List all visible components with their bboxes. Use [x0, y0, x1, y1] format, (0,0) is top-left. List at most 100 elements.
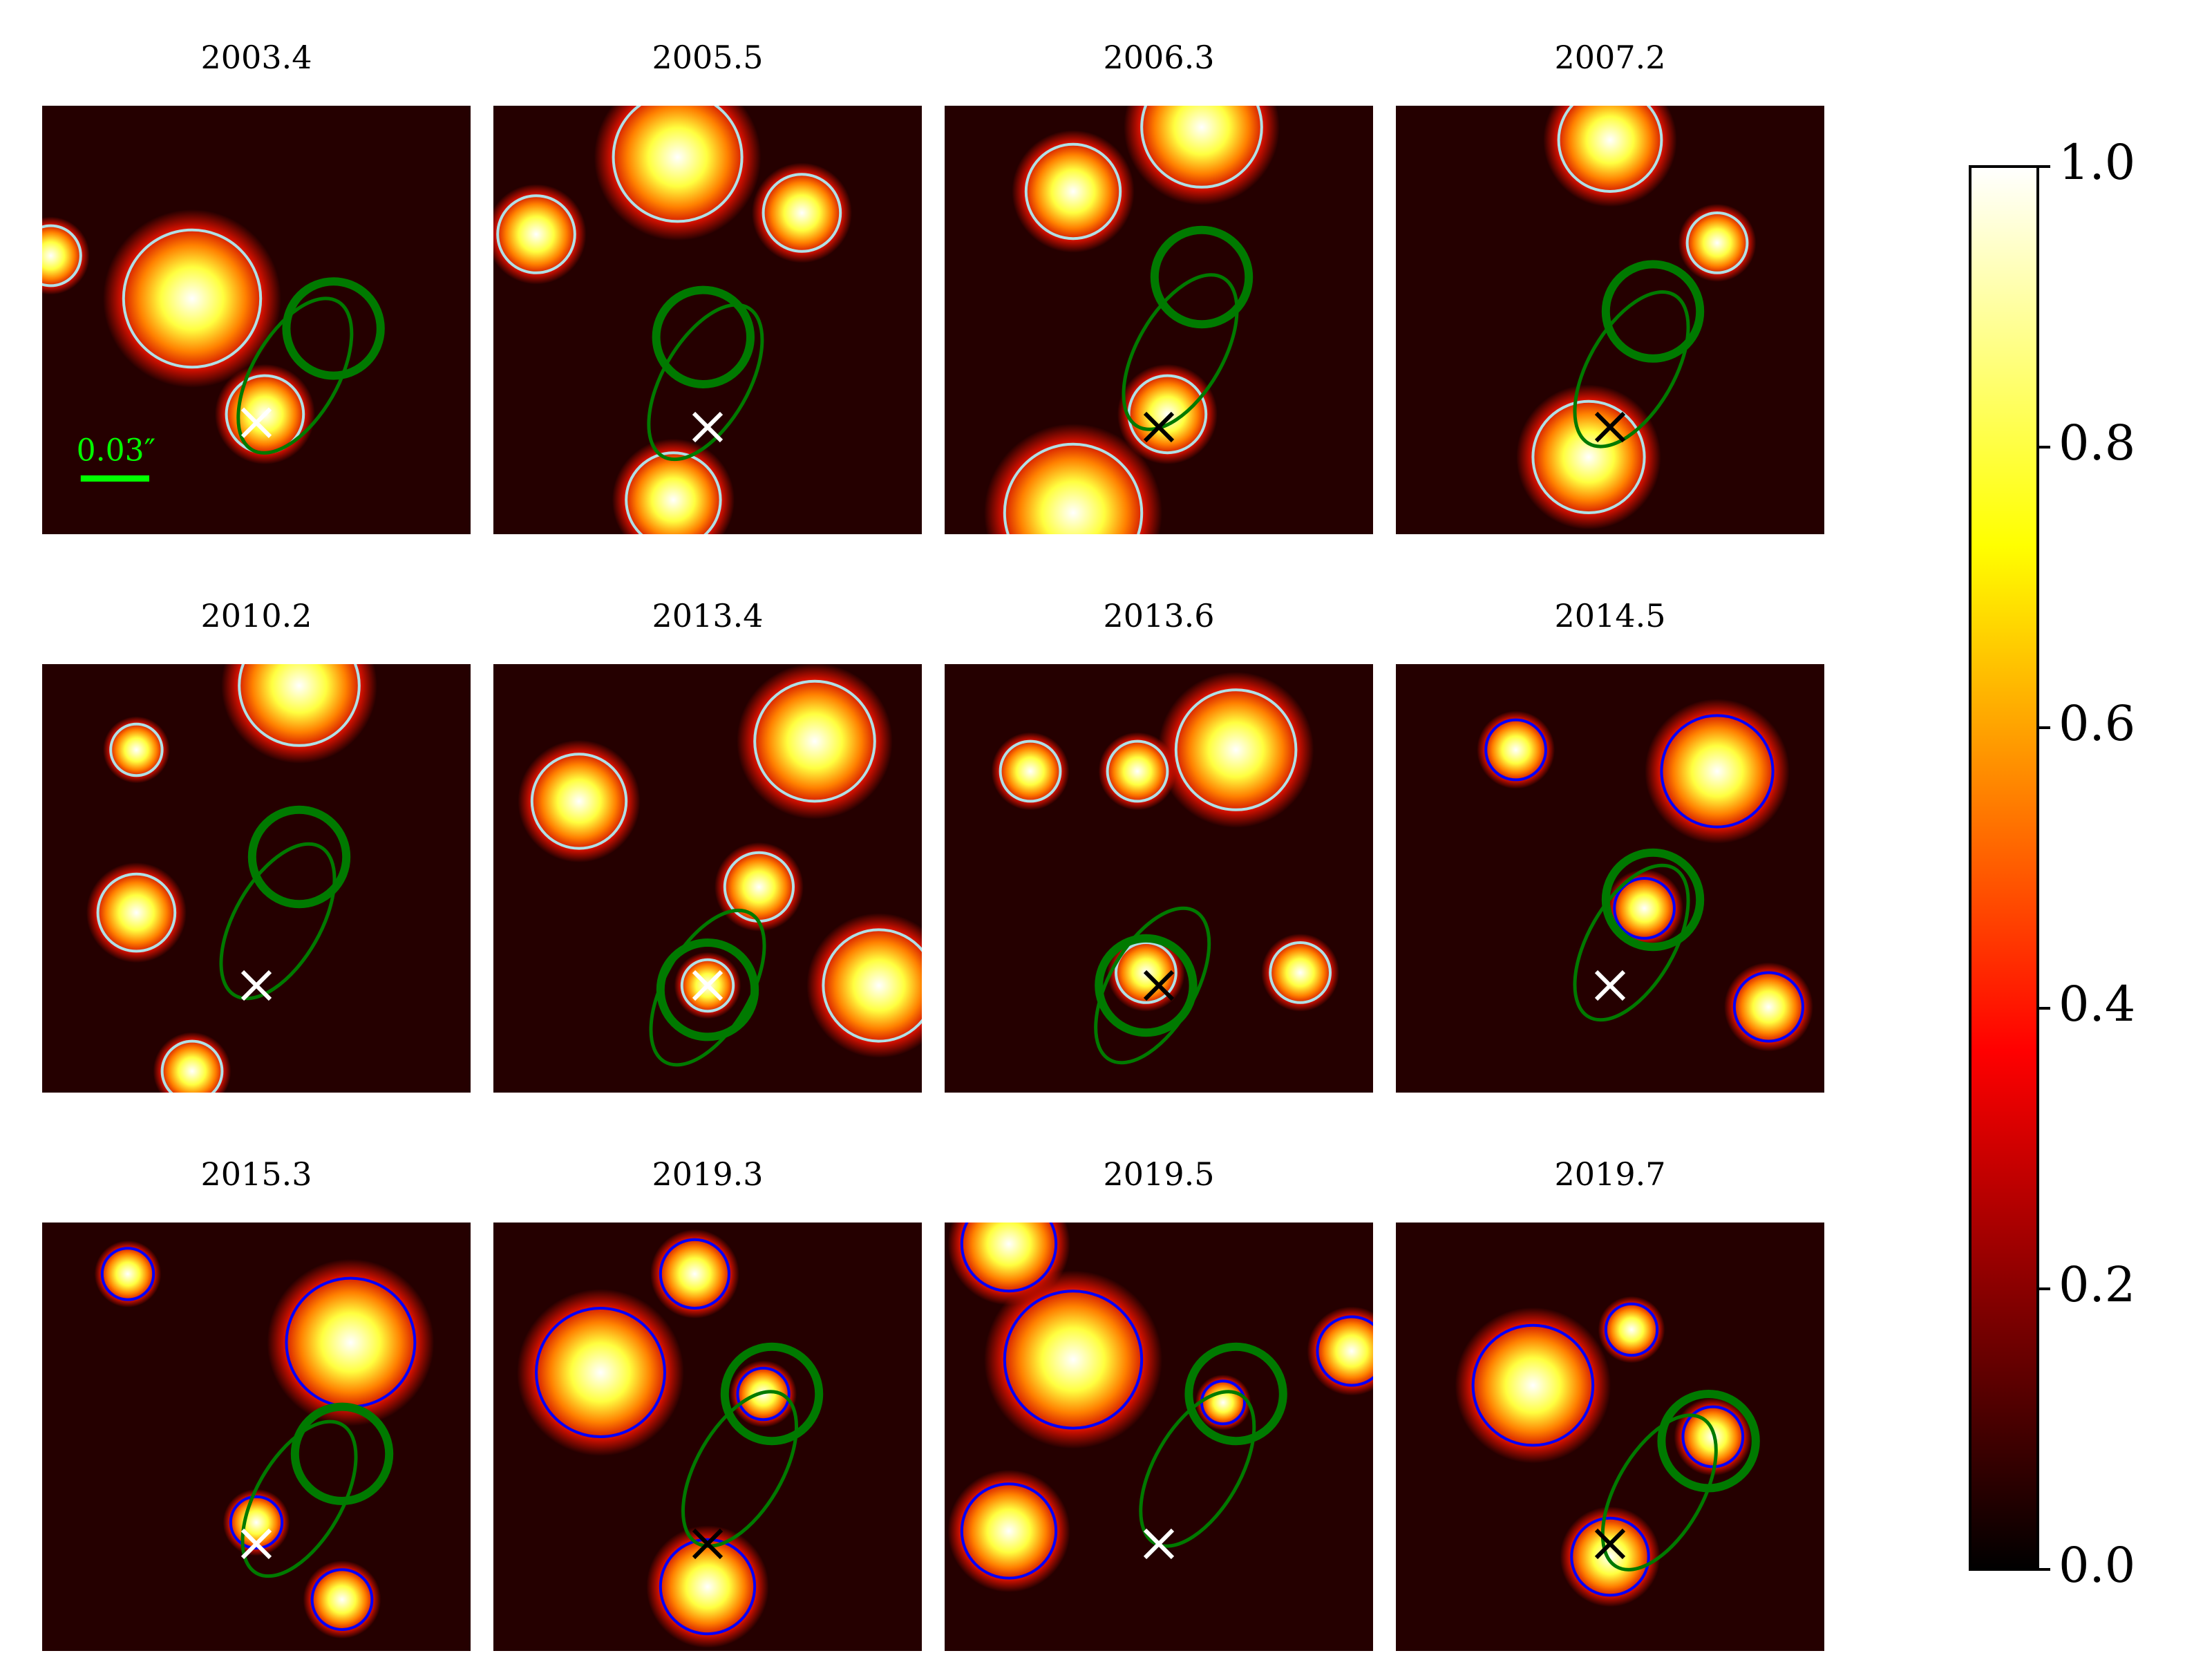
- panel: [1396, 1223, 1824, 1651]
- panel: [945, 664, 1373, 1093]
- blob: [1723, 962, 1813, 1052]
- colorbar-tick-label: 1.0: [2059, 134, 2135, 191]
- contour: [1484, 718, 1548, 782]
- contour: [736, 1366, 791, 1422]
- panel-title: 2005.5: [652, 39, 764, 76]
- contour: [680, 958, 735, 1013]
- contour: [1570, 1516, 1650, 1597]
- blob: [1543, 106, 1677, 207]
- target-circle: [290, 1402, 394, 1505]
- blob: [1477, 710, 1555, 789]
- blob: [1261, 933, 1340, 1012]
- blob: [1117, 364, 1218, 464]
- error-ellipse: [236, 296, 354, 455]
- contour: [1316, 1315, 1373, 1387]
- panel: [493, 1223, 922, 1651]
- blob: [42, 216, 90, 295]
- panel-title: 2019.5: [1104, 1155, 1215, 1193]
- contour: [960, 1482, 1058, 1580]
- contour: [1174, 688, 1298, 811]
- blob: [947, 1469, 1070, 1593]
- contour: [100, 1247, 155, 1301]
- contour: [625, 451, 722, 534]
- contour: [1685, 211, 1749, 274]
- panel-title: 2015.3: [201, 1155, 312, 1193]
- blob: [493, 184, 587, 285]
- cross-marker: [1143, 411, 1175, 443]
- contour: [1660, 714, 1775, 829]
- contour: [238, 664, 361, 747]
- contour: [1140, 106, 1263, 189]
- blob: [221, 664, 377, 764]
- error-ellipse: [1122, 273, 1239, 431]
- colorbar: [1969, 165, 2039, 1571]
- cross-marker: [1143, 970, 1175, 1001]
- target-circle: [1657, 1390, 1760, 1493]
- contour: [960, 1223, 1058, 1293]
- contour: [96, 872, 177, 953]
- blob: [1098, 732, 1177, 811]
- target-circle: [1150, 225, 1254, 329]
- contour: [762, 173, 842, 253]
- contour: [1557, 106, 1663, 193]
- blob: [1012, 130, 1135, 253]
- panel-title: 2003.4: [201, 39, 312, 76]
- blob: [612, 438, 735, 534]
- blob: [103, 209, 281, 388]
- contour: [1003, 442, 1144, 534]
- panel: [42, 1223, 471, 1651]
- cross-marker: [240, 1528, 272, 1560]
- panel-title: 2007.2: [1555, 39, 1666, 76]
- panel-title: 2006.3: [1104, 39, 1215, 76]
- blob: [1560, 1507, 1661, 1607]
- panel-title: 2013.6: [1104, 597, 1215, 634]
- contour: [659, 1238, 730, 1310]
- contour: [1024, 142, 1122, 240]
- blob: [223, 1489, 290, 1556]
- cross-marker: [1594, 411, 1626, 443]
- panel: [493, 664, 922, 1093]
- contour: [999, 739, 1062, 803]
- contour: [496, 194, 576, 274]
- target-circle: [652, 285, 755, 388]
- target-circle: [720, 1342, 824, 1446]
- scale-bar-label: 0.03″: [77, 433, 155, 469]
- blob: [991, 732, 1070, 811]
- contour: [753, 679, 876, 803]
- cross-marker: [692, 411, 724, 443]
- panel: 0.03″: [42, 106, 471, 534]
- contour: [229, 1495, 284, 1550]
- blob: [1195, 1375, 1251, 1431]
- contour: [42, 224, 82, 287]
- colorbar-tick-label: 0.2: [2059, 1256, 2135, 1313]
- panel-title: 2010.2: [201, 597, 312, 634]
- contour: [1613, 877, 1676, 940]
- blob: [650, 1229, 739, 1319]
- panel-title: 2014.5: [1555, 597, 1666, 634]
- error-ellipse: [681, 1390, 799, 1548]
- blob: [517, 1289, 684, 1456]
- blob: [103, 716, 170, 784]
- blob: [1124, 106, 1280, 205]
- error-ellipse: [1573, 290, 1690, 449]
- cross-marker: [240, 970, 272, 1001]
- colorbar-tick-label: 0.8: [2059, 415, 2135, 471]
- blob: [1157, 672, 1314, 828]
- contour: [535, 1307, 666, 1438]
- blob: [267, 1258, 435, 1426]
- cross-marker: [1594, 970, 1626, 1001]
- target-circle: [1601, 848, 1705, 952]
- error-ellipse: [240, 1419, 358, 1578]
- contour: [1471, 1323, 1595, 1447]
- panel: [945, 106, 1373, 534]
- panel: [945, 1223, 1373, 1651]
- panel: [42, 664, 471, 1093]
- error-ellipse: [1139, 1390, 1256, 1548]
- blob: [1598, 1296, 1665, 1363]
- blob: [86, 862, 187, 963]
- error-ellipse: [1600, 1413, 1718, 1572]
- target-circle: [1601, 260, 1705, 363]
- blob: [737, 664, 893, 820]
- blob: [1605, 869, 1684, 947]
- blob: [518, 739, 641, 863]
